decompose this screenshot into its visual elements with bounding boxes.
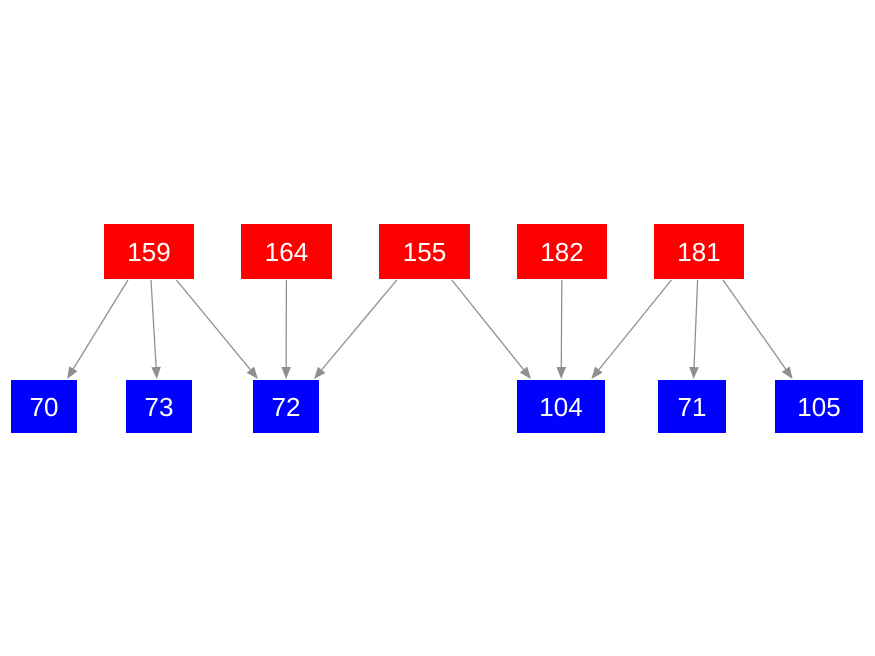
- edge-155-72: [314, 279, 398, 379]
- node-label: 164: [264, 236, 309, 267]
- edge-159-70: [67, 279, 129, 379]
- node-label: 182: [540, 236, 584, 267]
- edge-159-72: [175, 279, 258, 379]
- arrowhead: [689, 366, 699, 379]
- arrowhead: [246, 366, 258, 379]
- edge-159-73: [150, 279, 161, 379]
- graph-node-71: 71: [658, 380, 726, 433]
- arrowhead: [781, 366, 793, 379]
- edge-181-105: [722, 279, 793, 379]
- node-label: 72: [271, 391, 301, 422]
- arrowhead: [556, 366, 567, 379]
- graph-node-182: 182: [517, 224, 607, 279]
- graph-node-164: 164: [241, 224, 332, 279]
- arrowhead: [591, 366, 603, 379]
- node-label: 70: [29, 391, 59, 422]
- graph-node-105: 105: [775, 380, 863, 433]
- graph-node-159: 159: [104, 224, 194, 279]
- arrowhead: [314, 366, 326, 379]
- graph-node-104: 104: [517, 380, 605, 433]
- node-label: 73: [144, 391, 174, 422]
- graph-node-72: 72: [253, 380, 319, 433]
- node-label: 155: [402, 236, 447, 267]
- arrowhead: [519, 366, 531, 379]
- arrowhead: [151, 366, 161, 379]
- graph-node-181: 181: [654, 224, 744, 279]
- edge-182-104: [556, 279, 567, 379]
- edge-164-72: [281, 279, 291, 379]
- node-label: 181: [677, 236, 721, 267]
- edge-181-71: [689, 279, 699, 379]
- node-label: 105: [797, 391, 841, 422]
- arrowhead: [67, 366, 78, 379]
- node-label: 104: [539, 391, 583, 422]
- edge-181-104: [591, 279, 672, 379]
- edge-155-104: [451, 279, 531, 379]
- graph-node-70: 70: [11, 380, 77, 433]
- graph-node-73: 73: [126, 380, 192, 433]
- graph-node-155: 155: [379, 224, 470, 279]
- node-label: 71: [677, 391, 707, 422]
- arrowhead: [281, 366, 291, 379]
- node-label: 159: [127, 236, 171, 267]
